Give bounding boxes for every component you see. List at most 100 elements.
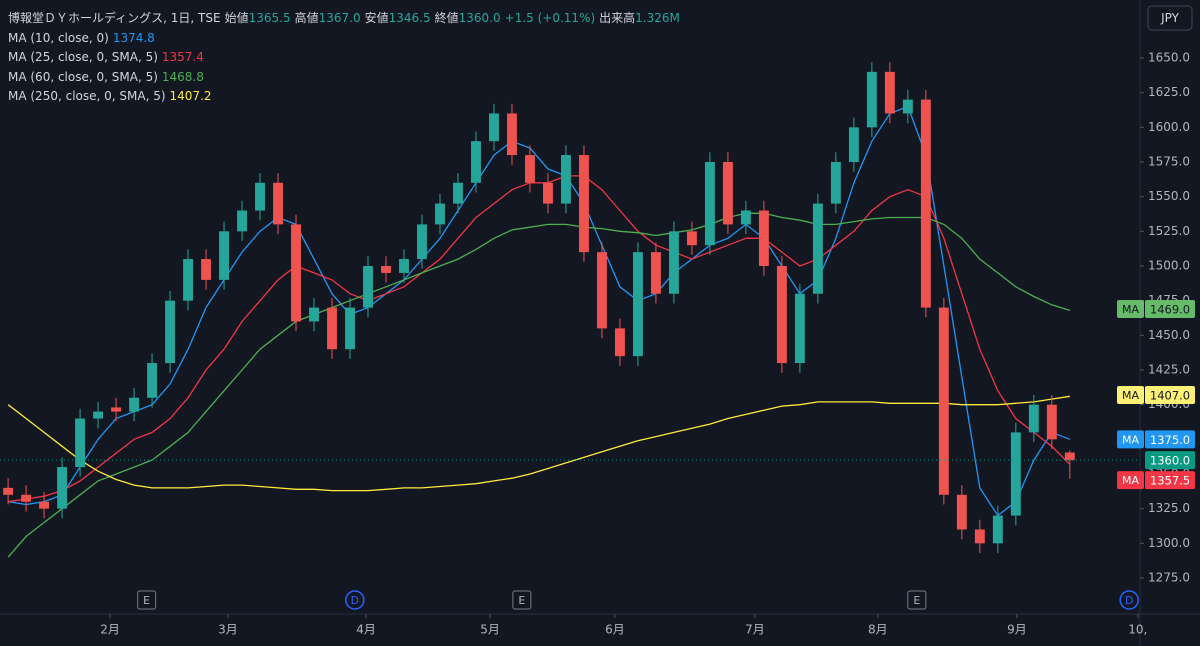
- tag-label-box: [1117, 471, 1144, 490]
- field-value: 1360.0: [458, 11, 501, 25]
- candle-body: [866, 71, 877, 128]
- candle-body: [417, 224, 427, 260]
- event-label: D: [1125, 594, 1133, 607]
- ma-legend: MA (250, close, 0, SMA, 5) 1407.2: [8, 87, 684, 107]
- price-tag: [1145, 451, 1195, 470]
- y-tick-label: 1450.0: [1148, 328, 1190, 342]
- event-label: E: [518, 594, 525, 607]
- ma-name: MA (25, close, 0, SMA, 5): [8, 50, 158, 64]
- candle-body: [794, 293, 805, 364]
- price-tag-label: 1360.0: [1150, 454, 1190, 468]
- x-tick-label: 9月: [1007, 623, 1027, 637]
- ma-value: 1407.2: [169, 89, 212, 103]
- ma-name: MA (10, close, 0): [8, 30, 109, 45]
- candle-body: [309, 307, 319, 322]
- tag-label-box: [1117, 299, 1144, 318]
- candle-body: [543, 182, 553, 204]
- volume: 1.326M: [635, 11, 680, 25]
- candle-body: [93, 411, 104, 419]
- x-tick-label: 3月: [218, 623, 238, 637]
- candle-body: [129, 397, 140, 412]
- candle-body: [614, 328, 625, 357]
- ohlc-line: 博報堂ＤＹホールディングス, 1日, TSE 始値1365.5 高値1367.0 安値…: [8, 9, 684, 29]
- candle-body: [884, 71, 895, 114]
- event-marker: [1119, 590, 1139, 610]
- event-marker: [137, 590, 157, 610]
- candle-body: [722, 162, 733, 225]
- currency-button[interactable]: [1147, 5, 1193, 31]
- event-label: E: [143, 594, 150, 607]
- ma-name: MA (60, close, 0, SMA, 5): [8, 69, 158, 84]
- field-label: 安値: [364, 11, 389, 25]
- candle-body: [578, 155, 589, 253]
- candle-body: [920, 99, 931, 308]
- candle-body: [3, 487, 14, 495]
- candle-body: [75, 418, 86, 468]
- candle-body: [219, 231, 229, 280]
- candle-body: [453, 182, 463, 204]
- candle-body: [1028, 404, 1039, 433]
- tag-label: MA: [1122, 303, 1139, 316]
- currency-label: JPY: [1160, 11, 1180, 25]
- candle-body: [471, 141, 481, 183]
- y-tick-label: 1650.0: [1148, 51, 1190, 65]
- candle-body: [848, 127, 859, 162]
- candle-body: [21, 494, 32, 502]
- y-tick-label: 1550.0: [1148, 189, 1190, 203]
- legend: 博報堂ＤＹホールディングス, 1日, TSE 始値1365.5 高値1367.0 安値…: [8, 9, 684, 107]
- candle-body: [291, 224, 301, 322]
- candle-body: [686, 231, 697, 246]
- ma-line: [7, 395, 1070, 492]
- candle-body: [812, 203, 823, 294]
- ma-value: 1357.4: [161, 50, 204, 64]
- candle-body: [39, 501, 50, 509]
- tag-label: MA: [1122, 433, 1139, 446]
- field-value: 1367.0: [318, 11, 361, 25]
- x-tick-label: 5月: [480, 623, 500, 637]
- candle-body: [327, 307, 337, 350]
- price-tag: [1145, 299, 1195, 318]
- tag-label: MA: [1122, 474, 1139, 487]
- x-tick-label: 8月: [868, 623, 888, 637]
- x-tick-label: 4月: [356, 623, 376, 637]
- x-tick-label: 10,: [1128, 623, 1147, 637]
- candle-body: [974, 529, 985, 544]
- ma-legend: MA (60, close, 0, SMA, 5) 1468.8: [8, 68, 684, 88]
- candle-body: [489, 113, 499, 142]
- ma-line: [8, 175, 1071, 503]
- candle-body: [992, 515, 1003, 544]
- event-marker: [907, 590, 927, 610]
- field-label: 終値: [434, 11, 459, 25]
- candle-body: [1046, 404, 1057, 440]
- candle-body: [525, 155, 535, 183]
- y-tick-label: 1525.0: [1148, 224, 1190, 238]
- tag-label: MA: [1122, 389, 1139, 402]
- candle-body: [201, 259, 211, 280]
- candle-body: [1010, 432, 1021, 516]
- candle-body: [381, 266, 391, 273]
- candle-body: [758, 210, 769, 266]
- candle-body: [596, 252, 607, 329]
- candle-body: [255, 182, 265, 211]
- y-tick-label: 1275.0: [1148, 571, 1190, 585]
- price-tag-label: 1407.0: [1150, 388, 1190, 402]
- change: +1.5 (+0.11%): [504, 11, 596, 25]
- candle-body: [776, 266, 787, 364]
- y-tick-label: 1625.0: [1148, 85, 1190, 99]
- candle-body: [830, 162, 841, 204]
- candle-body: [938, 307, 949, 495]
- ma-legend: MA (25, close, 0, SMA, 5) 1357.4: [8, 48, 684, 68]
- price-tag: [1145, 471, 1195, 490]
- x-tick-label: 7月: [745, 623, 765, 637]
- y-tick-label: 1600.0: [1148, 120, 1190, 134]
- y-tick-label: 1500.0: [1148, 259, 1190, 273]
- candle-body: [902, 99, 913, 114]
- field-label: 始値: [224, 11, 249, 25]
- candle-body: [561, 155, 571, 204]
- candle-body: [273, 182, 283, 225]
- price-tag: [1145, 430, 1195, 449]
- candle-body: [650, 252, 661, 294]
- candle-body: [165, 300, 176, 364]
